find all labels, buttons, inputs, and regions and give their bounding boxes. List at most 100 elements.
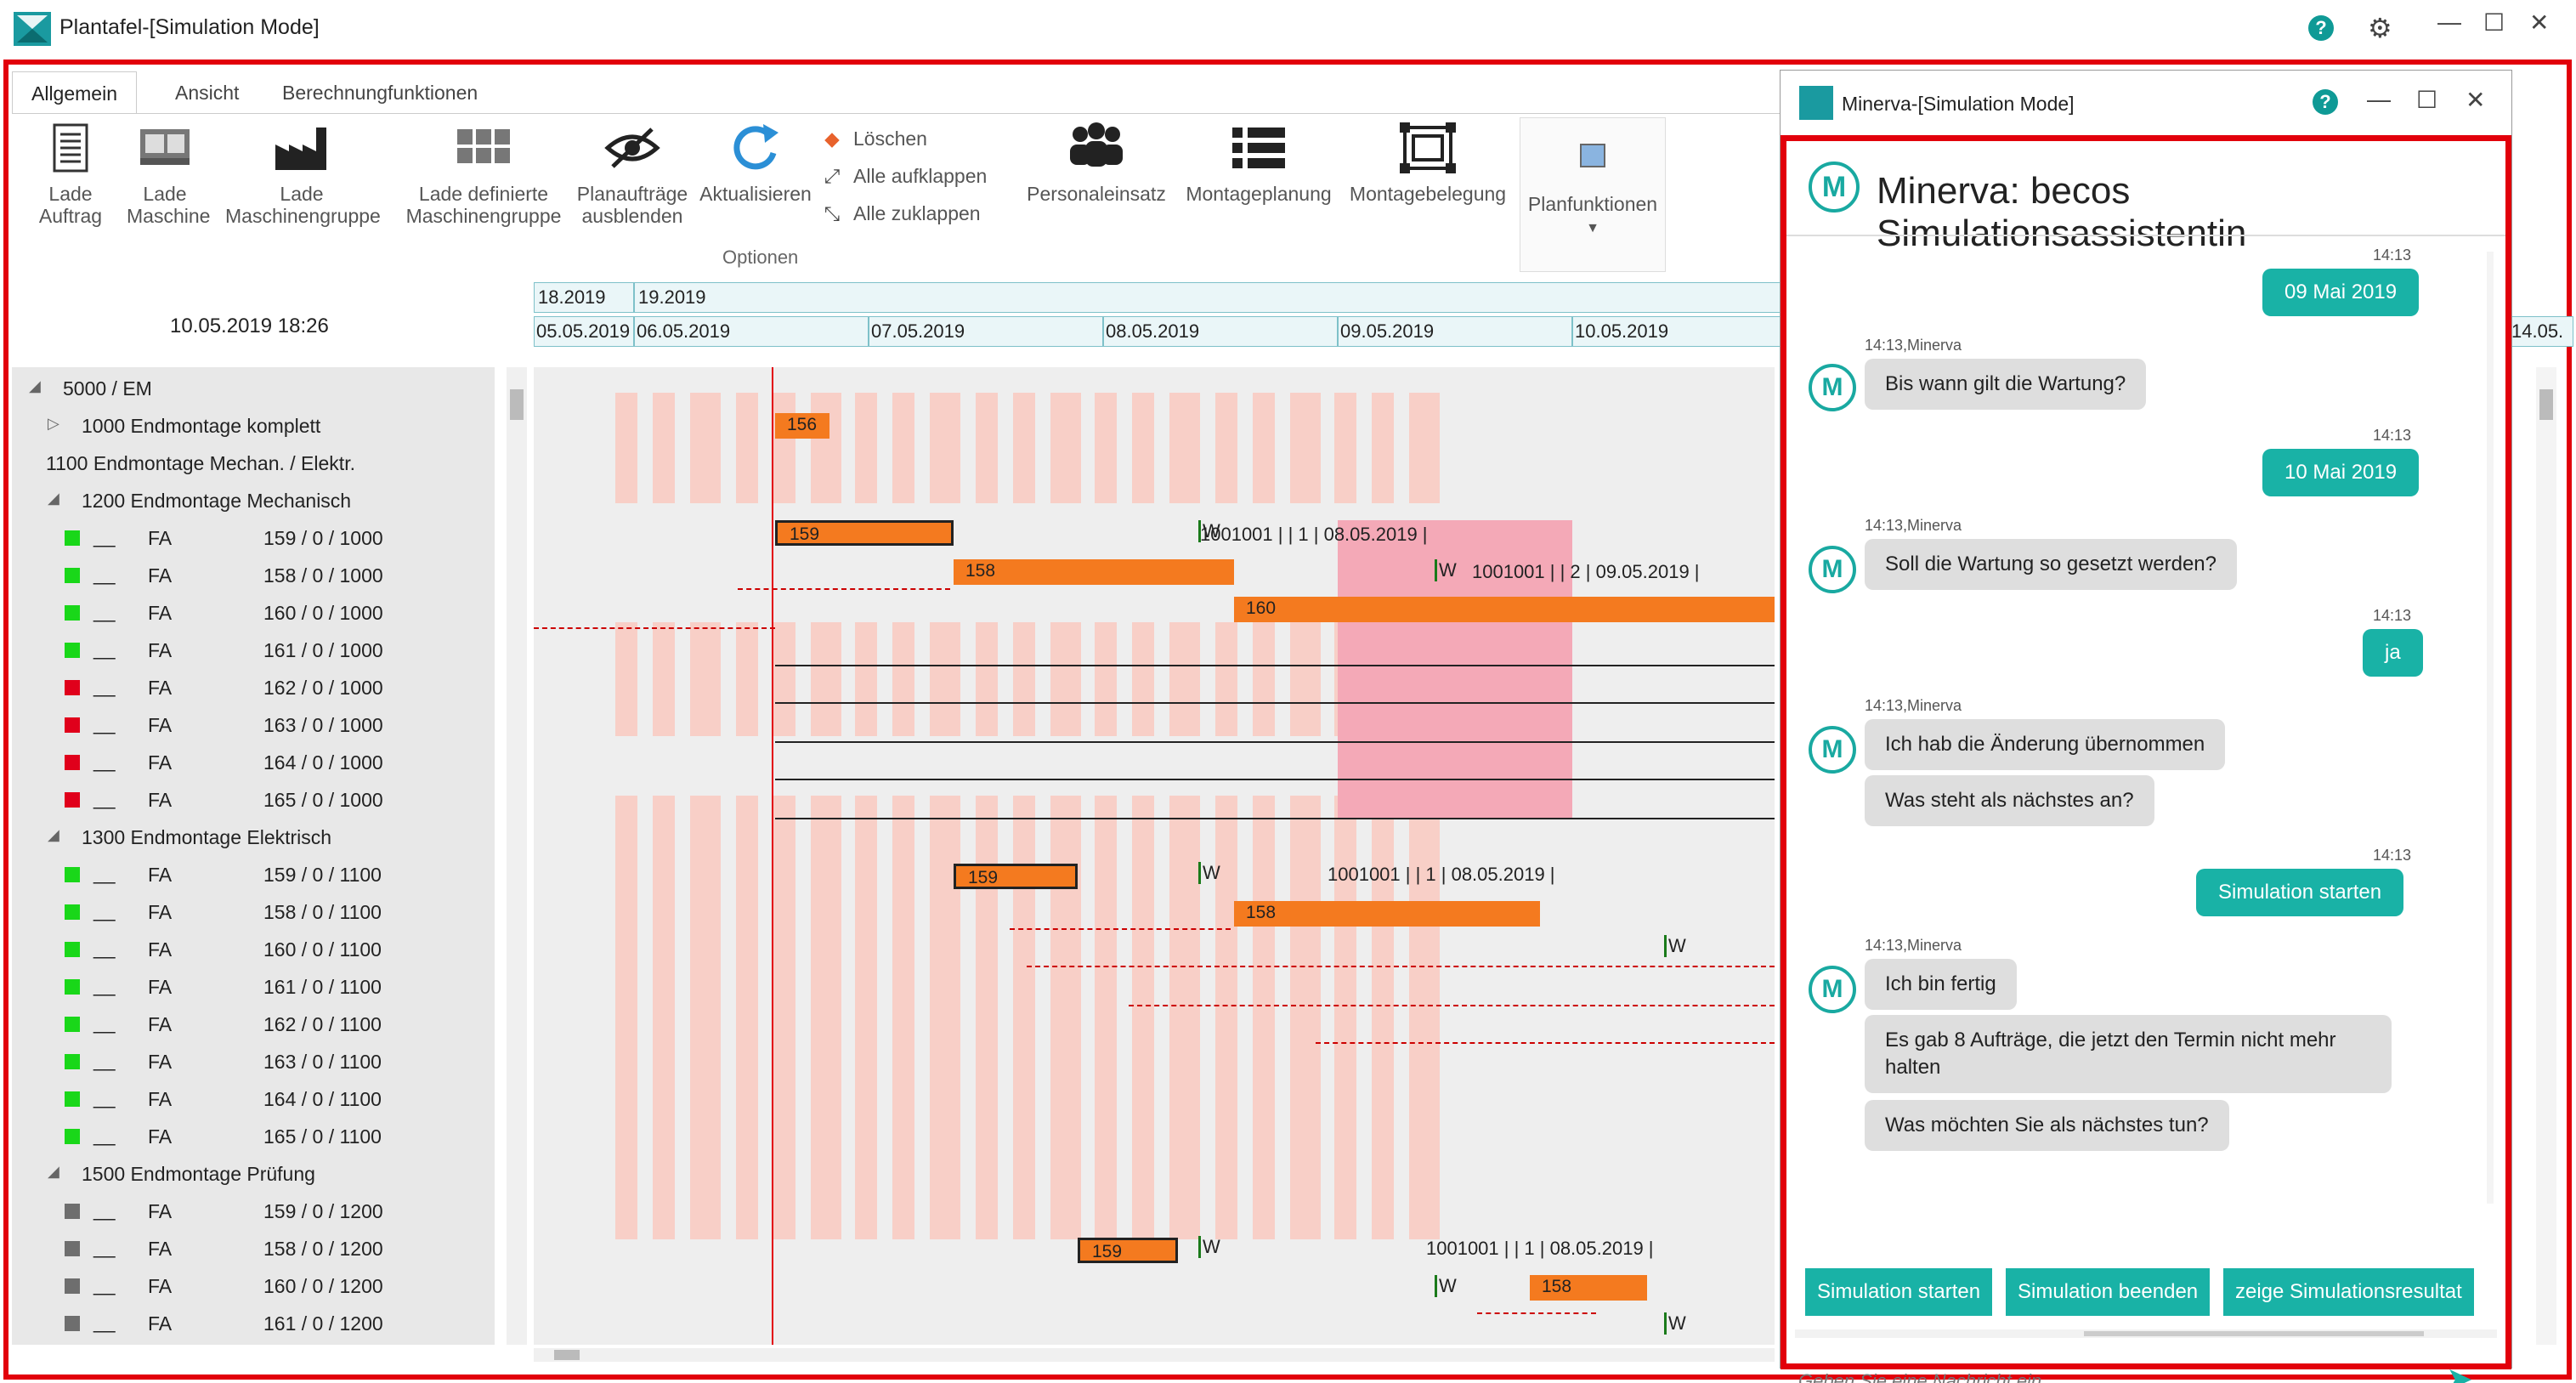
tree-order-row[interactable]: __ FA 161 / 0 / 1000 — [12, 631, 495, 668]
row-dash: __ — [93, 1049, 116, 1071]
tree-order-row[interactable]: __ FA 165 / 0 / 1000 — [12, 780, 495, 818]
user-message: ja — [2363, 629, 2423, 677]
w-marker[interactable]: W — [1198, 520, 1220, 542]
maximize-button[interactable]: ☐ — [2483, 9, 2505, 36]
tree-order-row[interactable]: __ FA 159 / 0 / 1000 — [12, 519, 495, 556]
chat-message-input[interactable] — [1798, 1360, 2427, 1383]
tree-order-row[interactable]: __ FA 161 / 0 / 1100 — [12, 967, 495, 1005]
quick-reply-simulation-starten[interactable]: Simulation starten — [1805, 1268, 1993, 1316]
nonworking-stripe — [1013, 622, 1035, 736]
tab-ansicht[interactable]: Ansicht — [175, 82, 240, 104]
tree-scroll-thumb[interactable] — [510, 389, 524, 420]
alle-aufklappen-button[interactable]: ⤢ Alle aufklappen — [821, 165, 988, 188]
planfunktionen-button[interactable]: Planfunktionen ▼ — [1520, 117, 1666, 272]
collapse-triangle-icon[interactable]: ◢ — [48, 826, 59, 843]
tree-order-row[interactable]: __ FA 159 / 0 / 1200 — [12, 1192, 495, 1229]
main-vscroll-thumb[interactable] — [2539, 389, 2553, 420]
w-marker[interactable]: W — [1664, 935, 1686, 957]
w-marker[interactable]: W — [1198, 862, 1220, 884]
tree-order-row[interactable]: __ FA 162 / 0 / 1100 — [12, 1005, 495, 1042]
gantt-hscrollbar[interactable] — [534, 1348, 1775, 1362]
chat-help-icon[interactable]: ? — [2313, 89, 2338, 115]
bot-message: Was möchten Sie als nächstes tun? — [1865, 1100, 2229, 1151]
loeschen-button[interactable]: ◆ Löschen — [821, 128, 927, 150]
tree-group[interactable]: ◢ 1500 Endmontage Prüfung — [12, 1154, 495, 1192]
w-marker[interactable]: W — [1198, 1236, 1220, 1258]
gantt-chart[interactable]: 156 159 158 160 159 158 159 158 1001001 … — [534, 367, 1775, 1345]
tree-group[interactable]: ◢ 1300 Endmontage Elektrisch — [12, 818, 495, 855]
quick-reply-scrollbar[interactable] — [1795, 1329, 2497, 1338]
montageplanung-button[interactable]: Montageplanung — [1169, 122, 1348, 205]
lade-auftrag-button[interactable]: Lade Auftrag — [24, 122, 117, 227]
chat-scrollbar[interactable] — [2487, 252, 2494, 1204]
montagebelegung-button[interactable]: Montagebelegung — [1334, 122, 1521, 205]
tree-order-row[interactable]: __ FA 160 / 0 / 1200 — [12, 1267, 495, 1304]
minimize-button[interactable]: — — [2437, 9, 2461, 35]
tree-order-row[interactable]: __ FA 163 / 0 / 1100 — [12, 1042, 495, 1080]
tab-allgemein[interactable]: Allgemein — [12, 71, 137, 114]
tree-order-row[interactable]: __ FA 161 / 0 / 1200 — [12, 1304, 495, 1341]
planauftraege-ausblenden-button[interactable]: Planaufträge ausblenden — [564, 122, 700, 227]
send-icon[interactable]: ➤ — [2446, 1362, 2473, 1383]
order-bar[interactable]: 159 — [1078, 1238, 1178, 1263]
tree-order-row[interactable]: __ FA 159 / 0 / 1100 — [12, 855, 495, 893]
order-bar[interactable]: 158 — [1234, 901, 1540, 927]
order-bar[interactable]: 160 — [1234, 597, 1775, 622]
order-bar[interactable]: 158 — [954, 559, 1234, 585]
status-square-icon — [65, 1316, 80, 1331]
collapse-triangle-icon[interactable]: ◢ — [48, 490, 59, 507]
chat-minimize-button[interactable]: — — [2367, 86, 2391, 112]
ribbon: Lade Auftrag Lade Maschine Lade Maschine… — [12, 113, 1780, 273]
tree-order-row[interactable]: __ FA 162 / 0 / 1000 — [12, 668, 495, 706]
close-button[interactable]: ✕ — [2529, 9, 2550, 36]
tree-order-row[interactable]: __ FA 163 / 0 / 1000 — [12, 706, 495, 743]
lade-definierte-maschinengruppe-button[interactable]: Lade definierte Maschinengruppe — [386, 122, 581, 227]
nonworking-stripe — [1290, 622, 1321, 736]
chat-close-button[interactable]: ✕ — [2466, 87, 2486, 113]
tree-scrollbar[interactable] — [507, 367, 527, 1345]
order-bar[interactable]: 158 — [1530, 1275, 1647, 1301]
gantt-hscroll-thumb[interactable] — [554, 1350, 580, 1360]
tree-order-row[interactable]: __ FA 158 / 0 / 1200 — [12, 1229, 495, 1267]
nonworking-stripe — [1253, 622, 1275, 736]
main-vscrollbar[interactable] — [2536, 367, 2556, 1345]
tree-group[interactable]: ▷ 1000 Endmontage komplett — [12, 406, 495, 444]
w-marker[interactable]: W — [1435, 559, 1457, 581]
help-icon[interactable]: ? — [2308, 15, 2334, 41]
tree-group[interactable]: ◢ 1200 Endmontage Mechanisch — [12, 481, 495, 519]
tree-order-row[interactable]: __ FA 165 / 0 / 1100 — [12, 1117, 495, 1154]
row-dash: __ — [93, 600, 116, 622]
lade-maschine-button[interactable]: Lade Maschine — [114, 122, 216, 227]
collapse-triangle-icon[interactable]: ◢ — [48, 1163, 59, 1180]
personaleinsatz-button[interactable]: Personaleinsatz — [1011, 122, 1181, 205]
order-bar[interactable]: 159 — [954, 864, 1078, 889]
tree-order-row[interactable]: __ FA 158 / 0 / 1000 — [12, 556, 495, 593]
tree-group[interactable]: ◢ 5000 / EM — [12, 369, 495, 406]
settings-gear-icon[interactable]: ⚙ — [2368, 13, 2392, 43]
order-bar[interactable]: 156 — [775, 413, 829, 439]
order-line — [775, 741, 1775, 743]
app-titlebar: Plantafel-[Simulation Mode] ? ⚙ — ☐ ✕ — [0, 0, 2576, 56]
tree-order-row[interactable]: __ FA 158 / 0 / 1100 — [12, 893, 495, 930]
lade-maschinengruppe-button[interactable]: Lade Maschinengruppe — [212, 122, 391, 227]
planauftraege-label: Planaufträge ausblenden — [576, 183, 688, 227]
w-marker[interactable]: W — [1664, 1312, 1686, 1335]
w-marker[interactable]: W — [1435, 1275, 1457, 1297]
quick-reply-simulationsresultat[interactable]: zeige Simulationsresultat — [2223, 1268, 2474, 1316]
collapse-triangle-icon[interactable]: ◢ — [29, 377, 41, 394]
tree-group[interactable]: 1100 Endmontage Mechan. / Elektr. — [12, 444, 495, 481]
order-bar[interactable]: 159 — [775, 520, 954, 546]
order-type: FA — [148, 639, 173, 661]
tree-order-row[interactable]: __ FA 164 / 0 / 1000 — [12, 743, 495, 780]
nonworking-stripe — [1013, 796, 1035, 1239]
tree-order-row[interactable]: __ FA 164 / 0 / 1100 — [12, 1080, 495, 1117]
quick-reply-scroll-thumb[interactable] — [2084, 1331, 2424, 1336]
tree-order-row[interactable]: __ FA 160 / 0 / 1100 — [12, 930, 495, 967]
tree-order-row[interactable]: __ FA 160 / 0 / 1000 — [12, 593, 495, 631]
expand-triangle-icon[interactable]: ▷ — [48, 415, 59, 432]
quick-reply-simulation-beenden[interactable]: Simulation beenden — [2006, 1268, 2211, 1316]
alle-zuklappen-button[interactable]: ⤡ Alle zuklappen — [821, 202, 981, 225]
chat-maximize-button[interactable]: ☐ — [2416, 87, 2438, 113]
tab-berechnungfunktionen[interactable]: Berechnungfunktionen — [282, 82, 478, 104]
aktualisieren-button[interactable]: Aktualisieren — [692, 122, 819, 205]
